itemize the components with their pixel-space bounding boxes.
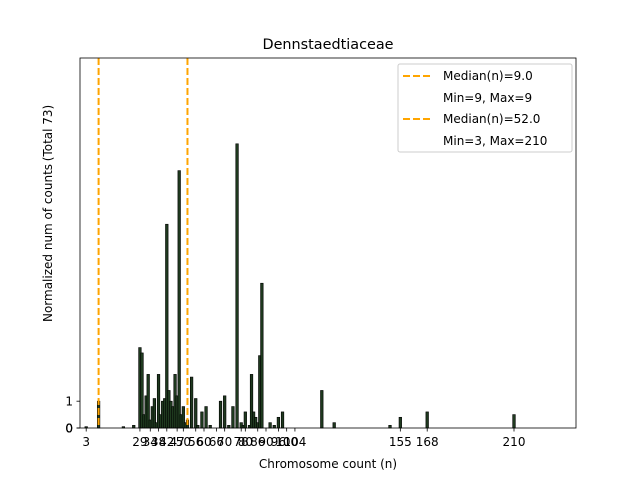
legend-median-2-label: Median(n)=52.0 — [443, 112, 540, 126]
median-lines-layer — [97, 58, 189, 428]
x-tick-label: 155 — [389, 435, 412, 449]
bar — [204, 406, 208, 429]
legend-median-2-range: Min=3, Max=210 — [443, 134, 547, 148]
bar — [223, 395, 227, 429]
y-tick-label: 0 — [65, 421, 73, 435]
bar — [218, 400, 223, 429]
bar — [227, 425, 231, 429]
bar — [208, 425, 212, 429]
bar — [231, 406, 235, 429]
bar — [268, 422, 272, 429]
x-tick-label: 56 — [188, 435, 203, 449]
bar — [280, 411, 285, 429]
bar — [320, 390, 324, 429]
bar — [276, 416, 281, 429]
x-tick-label: 50 — [176, 435, 191, 449]
y-axis-label: Normalized num of counts — [41, 164, 55, 322]
x-tick-label: 80 — [238, 435, 253, 449]
bar — [200, 411, 204, 429]
x-tick-label: 38 — [151, 435, 166, 449]
y-tick-label: 0 — [65, 421, 73, 435]
bar — [398, 416, 402, 429]
bar — [388, 425, 392, 429]
bar — [512, 414, 516, 429]
bar — [196, 425, 200, 429]
x-tick-label: 70 — [217, 435, 232, 449]
y-tick-label: 1 — [65, 394, 73, 408]
legend-median-1-label: Median(n)=9.0 — [443, 69, 533, 83]
bar — [272, 425, 276, 429]
plot-area-frame — [79, 57, 577, 429]
bar — [132, 425, 136, 429]
legend: Median(n)=9.0 Min=9, Max=9 Median(n)=52.… — [397, 63, 573, 153]
x-tick-label: 168 — [416, 435, 439, 449]
x-tick-label: 86 — [250, 435, 265, 449]
x-tick-label: 90 — [258, 435, 273, 449]
bar — [194, 398, 198, 429]
x-axis-label: Chromosome count (n) — [259, 457, 397, 471]
x-tick-label: 96 — [271, 435, 286, 449]
bar — [332, 422, 336, 429]
x-tick-label: 42 — [159, 435, 174, 449]
bar — [243, 411, 247, 429]
legend-median-1-range: Min=9, Max=9 — [443, 91, 532, 105]
x-tick-label: 60 — [196, 435, 211, 449]
x-tick-label: 78 — [234, 435, 249, 449]
x-tick-label: 66 — [209, 435, 224, 449]
bar — [260, 282, 264, 429]
x-tick-label: 34 — [143, 435, 158, 449]
bar — [425, 411, 429, 429]
y-tick-label: 0 — [65, 421, 73, 435]
x-tick-label: 29 — [132, 435, 147, 449]
legend-box — [397, 63, 573, 153]
bar — [177, 170, 181, 429]
x-tick-label: 210 — [503, 435, 526, 449]
x-tick-label: 100 — [275, 435, 298, 449]
x-tick-label: 3 — [82, 435, 90, 449]
bar — [235, 143, 239, 429]
y-axis-total-label: (Total 73) — [41, 105, 55, 161]
chart-title: Dennstaedtiaceae — [262, 37, 393, 53]
bar — [190, 376, 194, 429]
x-tick-label: 47 — [169, 435, 184, 449]
x-tick-label: 104 — [283, 435, 306, 449]
